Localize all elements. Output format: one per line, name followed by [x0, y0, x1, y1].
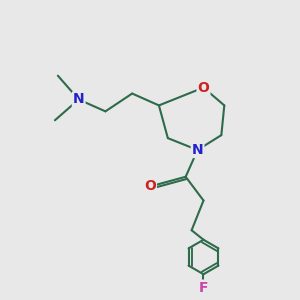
Text: F: F [199, 280, 208, 295]
Text: N: N [73, 92, 85, 106]
Text: O: O [198, 81, 209, 94]
Text: N: N [192, 143, 203, 157]
Text: O: O [144, 179, 156, 193]
